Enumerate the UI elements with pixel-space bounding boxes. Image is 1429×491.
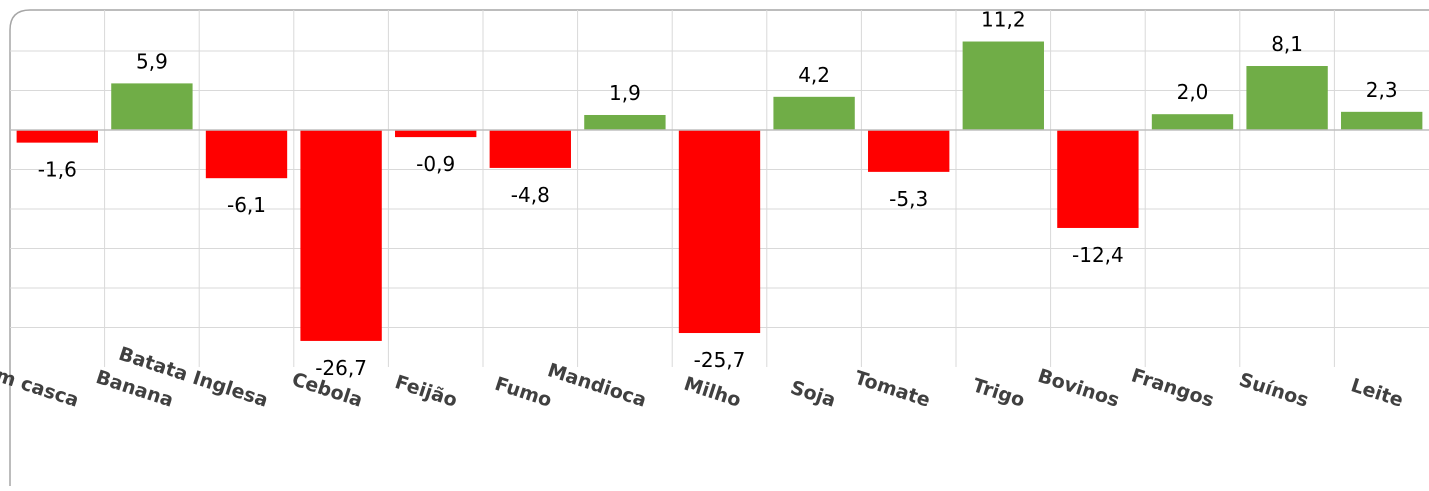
- data-label: 8,1: [1271, 32, 1303, 56]
- category-label: Frangos: [1129, 364, 1217, 411]
- bar: [300, 130, 382, 341]
- bar: [1246, 66, 1328, 130]
- category-label: Soja: [788, 377, 839, 412]
- category-separators: [104, 10, 1335, 367]
- data-label: 4,2: [798, 63, 830, 87]
- data-label: 11,2: [981, 8, 1026, 32]
- bar: [1151, 114, 1234, 130]
- data-labels: -1,6 5,9 -6,1 -26,7 -0,9 -4,8 1,9 -25,7 4,2 -5,3 1…: [38, 8, 1398, 380]
- data-label: 2,0: [1177, 80, 1209, 104]
- category-label: Bovinos: [1035, 365, 1122, 412]
- category-label: Trigo: [970, 374, 1028, 411]
- bar: [773, 96, 855, 130]
- data-label: -25,7: [694, 348, 746, 372]
- data-label: -1,6: [38, 158, 77, 182]
- data-label: -6,1: [227, 193, 266, 217]
- data-label: -26,7: [315, 356, 367, 380]
- bar: [489, 130, 571, 168]
- bar: [962, 41, 1044, 130]
- category-label: Tomate: [852, 367, 933, 412]
- bar: [111, 83, 193, 130]
- data-label: -0,9: [416, 152, 455, 176]
- category-label: Arroz em casca: [0, 340, 81, 411]
- bar: [868, 130, 950, 172]
- bar: [205, 130, 288, 179]
- data-label: 5,9: [136, 49, 168, 73]
- bar: [584, 114, 666, 130]
- data-label: -12,4: [1072, 243, 1124, 267]
- bar: [678, 130, 761, 334]
- category-label: Feijão: [392, 371, 460, 412]
- bar: [1057, 130, 1139, 228]
- category-label: Milho: [681, 373, 743, 412]
- data-label: 2,3: [1366, 78, 1398, 102]
- bar: [1341, 111, 1423, 130]
- data-label: 1,9: [609, 81, 641, 105]
- bar: [16, 130, 98, 143]
- data-label: -4,8: [511, 183, 550, 207]
- category-label: Leite: [1348, 374, 1406, 411]
- bars: [16, 41, 1423, 341]
- chart-border: [9, 9, 1429, 486]
- bar: [395, 130, 477, 138]
- data-label: -5,3: [889, 187, 928, 211]
- category-label: Mandioca: [545, 359, 649, 412]
- category-label: Suínos: [1236, 369, 1311, 412]
